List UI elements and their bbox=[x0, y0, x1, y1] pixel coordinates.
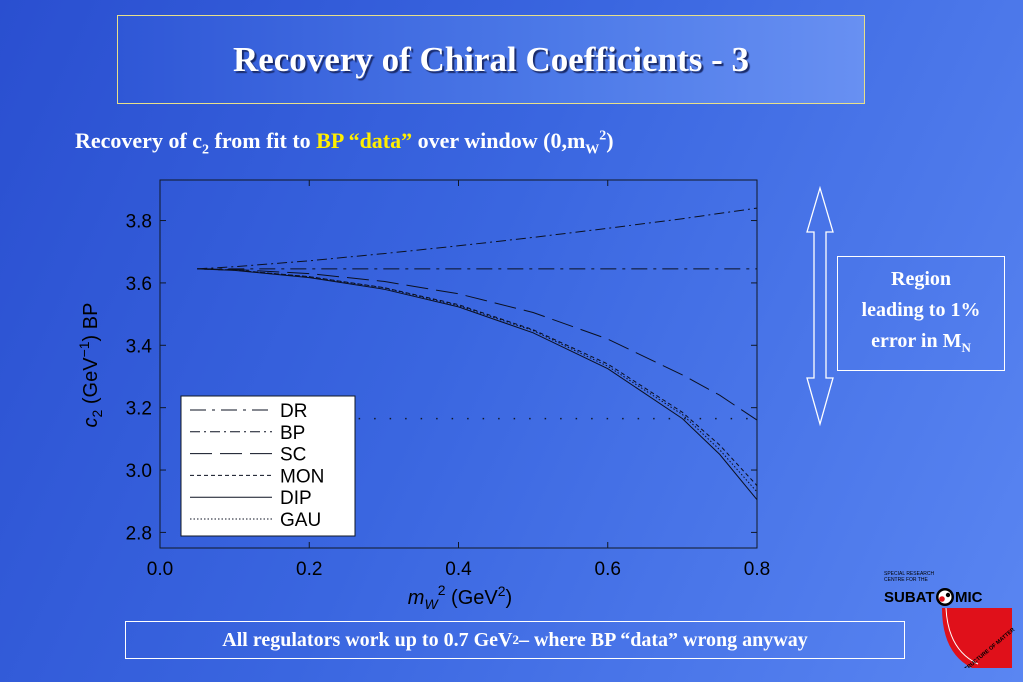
legend-label-dr: DR bbox=[280, 401, 307, 422]
footer-part-b: – where BP “data” wrong anyway bbox=[518, 628, 808, 651]
legend-label-bp: BP bbox=[280, 423, 305, 444]
svg-text:SPECIAL RESEARCH: SPECIAL RESEARCH bbox=[884, 571, 934, 577]
legend-label-mon: MON bbox=[280, 466, 324, 487]
axis-ticks: 0.0 0.2 0.4 0.6 0.8 2.8 3.0 3.2 3.4 3.6 3.8 bbox=[126, 180, 770, 580]
y-tick-label-3.8: 3.8 bbox=[126, 212, 152, 233]
region-line-3: error in MN bbox=[871, 330, 971, 355]
footer-note: All regulators work up to 0.7 GeV 2 – whe… bbox=[125, 621, 905, 659]
legend-label-dip: DIP bbox=[280, 488, 312, 509]
title-box: Recovery of Chiral Coefficients - 3 bbox=[117, 15, 865, 104]
footer-sup: 2 bbox=[512, 632, 519, 647]
subtitle-part-a: Recovery of c bbox=[75, 128, 203, 153]
series-line-bp bbox=[197, 207, 758, 270]
x-tick-label-0.6: 0.6 bbox=[595, 559, 621, 580]
svg-text:MIC: MIC bbox=[955, 589, 983, 606]
y-tick-label-3.2: 3.2 bbox=[126, 399, 152, 420]
y-axis-label: c2 (GeV−1) BP bbox=[76, 303, 105, 428]
subtitle-part-b: from fit to bbox=[209, 128, 317, 153]
series-line-mon bbox=[197, 268, 758, 486]
double-arrow-icon bbox=[806, 185, 834, 427]
subtitle-sub-2: 2 bbox=[202, 142, 210, 158]
slide-title: Recovery of Chiral Coefficients - 3 bbox=[232, 39, 750, 79]
x-tick-label-0.8: 0.8 bbox=[744, 559, 770, 580]
slide-subtitle: Recovery of c2 from fit to BP “data” ove… bbox=[75, 128, 614, 158]
subtitle-highlight: BP “data” bbox=[316, 128, 413, 153]
subtitle-sup-2: 2 bbox=[599, 128, 607, 144]
subatomic-logo: SPECIAL RESEARCH CENTRE FOR THE SUBAT MI… bbox=[884, 571, 1015, 668]
series-line-gau bbox=[197, 268, 758, 493]
y-tick-label-3.6: 3.6 bbox=[126, 274, 152, 295]
y-tick-label-3.0: 3.0 bbox=[126, 461, 152, 482]
x-tick-label-0.4: 0.4 bbox=[445, 559, 472, 580]
region-line-1: Region bbox=[891, 268, 951, 290]
series-line-dip bbox=[197, 268, 758, 501]
y-tick-label-3.4: 3.4 bbox=[126, 336, 153, 357]
x-axis-label: mW2 (GeV2) bbox=[408, 582, 512, 612]
legend-box bbox=[180, 395, 356, 537]
y-tick-label-2.8: 2.8 bbox=[126, 523, 152, 544]
region-line-2: leading to 1% bbox=[861, 299, 981, 321]
subtitle-part-c: over window (0,m bbox=[412, 128, 586, 153]
legend-label-sc: SC bbox=[280, 445, 306, 466]
x-tick-label-0.0: 0.0 bbox=[147, 559, 173, 580]
region-note: Region leading to 1% error in MN bbox=[837, 256, 1005, 371]
subtitle-part-d: ) bbox=[606, 128, 614, 153]
region-sub-n: N bbox=[961, 340, 971, 355]
subtitle-sub-w: W bbox=[585, 142, 600, 158]
x-tick-label-0.2: 0.2 bbox=[296, 559, 322, 580]
legend-label-gau: GAU bbox=[280, 510, 321, 531]
svg-text:SUBAT: SUBAT bbox=[884, 589, 935, 606]
footer-part-a: All regulators work up to 0.7 GeV bbox=[222, 628, 513, 651]
svg-text:CENTRE FOR THE: CENTRE FOR THE bbox=[884, 577, 928, 583]
plot-lines bbox=[197, 207, 758, 501]
series-line-sc bbox=[197, 268, 758, 421]
